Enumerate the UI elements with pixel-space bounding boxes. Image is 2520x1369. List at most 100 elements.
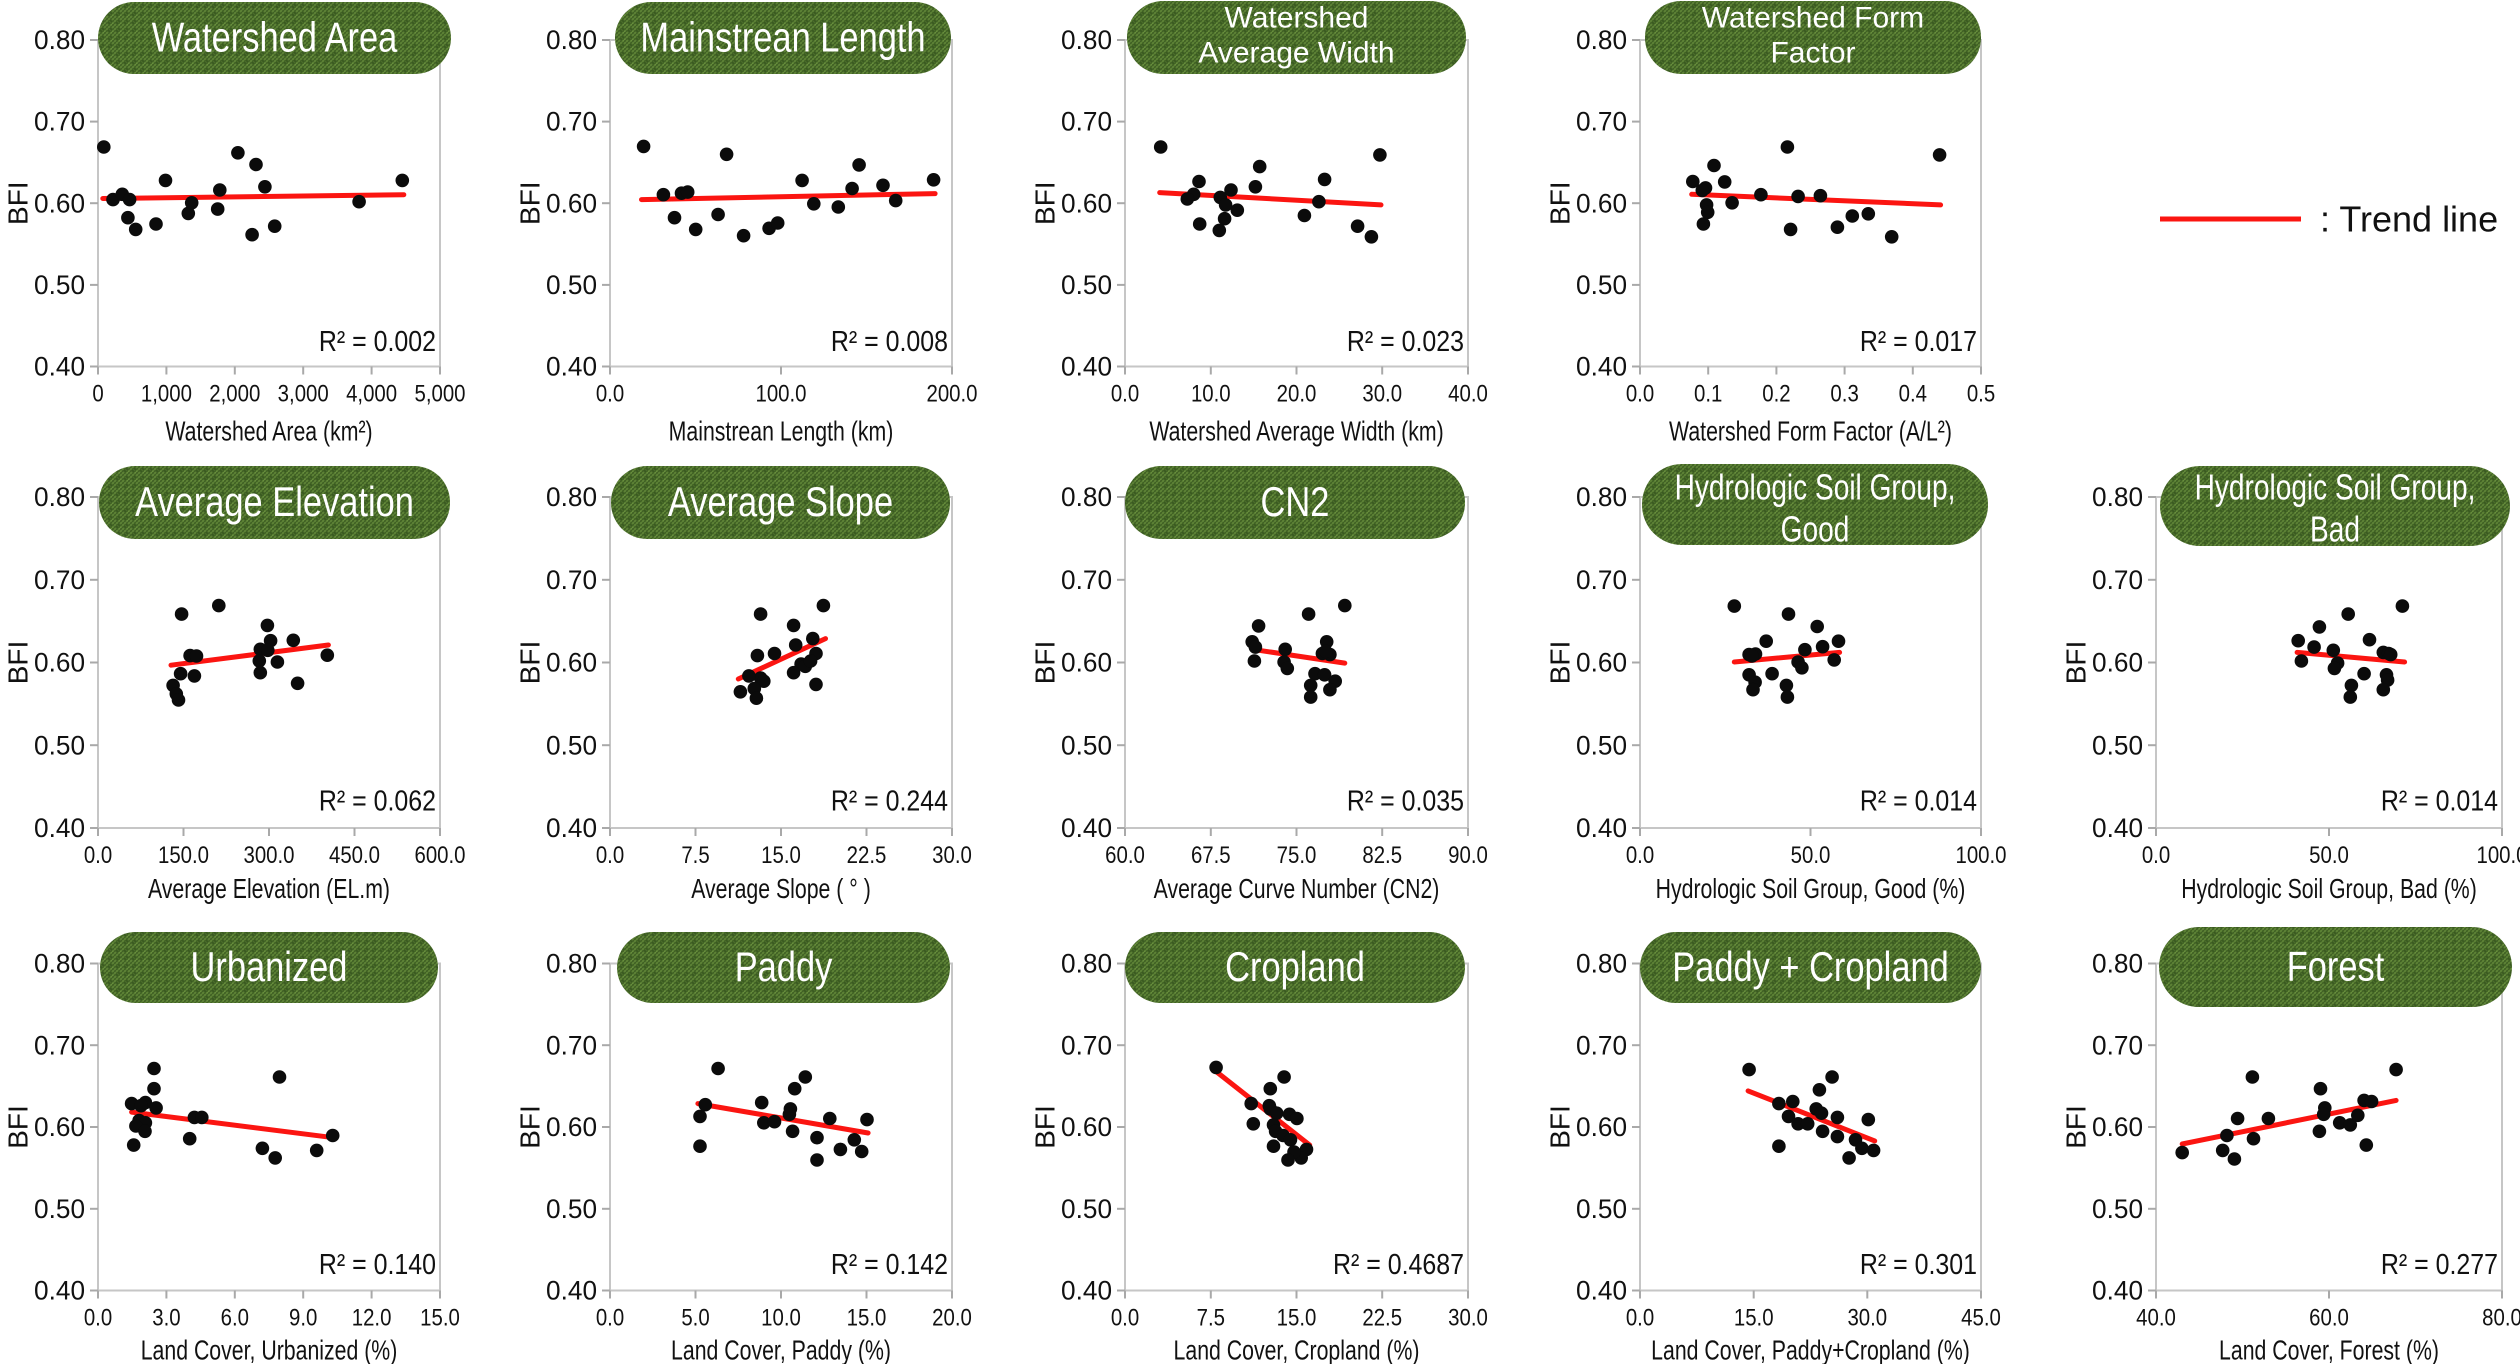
svg-text:BFI: BFI [3, 181, 34, 225]
svg-text:60.0: 60.0 [1105, 842, 1145, 869]
svg-text:90.0: 90.0 [1448, 842, 1488, 869]
svg-text:0.70: 0.70 [2092, 1030, 2143, 1060]
svg-text:82.5: 82.5 [1362, 842, 1402, 869]
svg-text:0.50: 0.50 [1061, 1194, 1112, 1224]
svg-text:Watershed Form Factor (A/L²): Watershed Form Factor (A/L²) [1669, 416, 1952, 448]
svg-text:BFI: BFI [2061, 641, 2092, 685]
svg-text:0.40: 0.40 [2092, 813, 2143, 843]
svg-text:60.0: 60.0 [2309, 1304, 2349, 1331]
svg-text:Paddy: Paddy [735, 944, 833, 991]
svg-text:30.0: 30.0 [1448, 1304, 1488, 1331]
svg-text:BFI: BFI [3, 641, 34, 685]
svg-text:BFI: BFI [515, 1105, 546, 1149]
svg-text:0.80: 0.80 [1061, 25, 1112, 55]
svg-text:0.80: 0.80 [34, 948, 85, 978]
svg-text:0.50: 0.50 [34, 730, 85, 760]
svg-text:0.60: 0.60 [546, 188, 597, 218]
svg-text:0.70: 0.70 [34, 106, 85, 136]
svg-text:80.0: 80.0 [2482, 1304, 2520, 1331]
svg-text:0.50: 0.50 [1061, 270, 1112, 300]
svg-text:0.4: 0.4 [1899, 380, 1927, 407]
svg-text:0.3: 0.3 [1830, 380, 1858, 407]
svg-text:R² = 0.142: R² = 0.142 [831, 1248, 948, 1280]
svg-text:BFI: BFI [1545, 1105, 1576, 1149]
svg-text:0.60: 0.60 [2092, 647, 2143, 677]
svg-text:0.70: 0.70 [34, 565, 85, 595]
svg-text:0.50: 0.50 [34, 270, 85, 300]
svg-text:0.70: 0.70 [1061, 1030, 1112, 1060]
svg-text:0: 0 [92, 380, 103, 407]
svg-text:BFI: BFI [515, 641, 546, 685]
svg-text:BFI: BFI [2061, 1105, 2092, 1149]
svg-text:BFI: BFI [1030, 181, 1061, 225]
svg-text:0.80: 0.80 [34, 482, 85, 512]
svg-text:Average Elevation (EL.m): Average Elevation (EL.m) [148, 873, 390, 905]
svg-text:Average Curve Number (CN2): Average Curve Number (CN2) [1154, 873, 1440, 905]
svg-text:0.40: 0.40 [1061, 351, 1112, 381]
svg-text:0.50: 0.50 [546, 730, 597, 760]
svg-text:0.0: 0.0 [1626, 1304, 1654, 1331]
svg-text:R² = 0.002: R² = 0.002 [319, 325, 436, 357]
svg-text:BFI: BFI [1545, 181, 1576, 225]
svg-text:9.0: 9.0 [289, 1304, 317, 1331]
svg-text:0.80: 0.80 [1576, 482, 1627, 512]
svg-text:0.80: 0.80 [2092, 948, 2143, 978]
svg-text:15.0: 15.0 [1734, 1304, 1774, 1331]
svg-text:0.60: 0.60 [2092, 1112, 2143, 1142]
svg-text:0.60: 0.60 [1061, 1112, 1112, 1142]
svg-text:R² = 0.014: R² = 0.014 [2381, 785, 2498, 817]
svg-text:22.5: 22.5 [1362, 1304, 1402, 1331]
svg-text:0.60: 0.60 [34, 1112, 85, 1142]
svg-text:R² = 0.4687: R² = 0.4687 [1333, 1248, 1464, 1280]
svg-text:Watershed Area: Watershed Area [152, 14, 398, 61]
svg-text:0.40: 0.40 [1576, 351, 1627, 381]
svg-text:Cropland: Cropland [1225, 944, 1365, 991]
svg-text:0.40: 0.40 [1576, 1275, 1627, 1305]
svg-text:150.0: 150.0 [158, 842, 209, 869]
svg-text:0.40: 0.40 [34, 1275, 85, 1305]
svg-text:0.0: 0.0 [1111, 1304, 1139, 1331]
svg-text:0.40: 0.40 [1061, 1275, 1112, 1305]
svg-text:Urbanized: Urbanized [191, 944, 348, 991]
svg-text:0.70: 0.70 [1576, 106, 1627, 136]
svg-text:0.50: 0.50 [1576, 1194, 1627, 1224]
svg-text:R² = 0.035: R² = 0.035 [1347, 785, 1464, 817]
svg-text:0.40: 0.40 [546, 813, 597, 843]
svg-text:Good: Good [1781, 509, 1850, 549]
svg-text:0.40: 0.40 [34, 813, 85, 843]
svg-text:0.50: 0.50 [1576, 270, 1627, 300]
svg-text:0.80: 0.80 [1061, 482, 1112, 512]
svg-text:0.40: 0.40 [2092, 1275, 2143, 1305]
svg-text:0.0: 0.0 [84, 1304, 112, 1331]
svg-text:0.50: 0.50 [34, 1194, 85, 1224]
svg-text:450.0: 450.0 [329, 842, 380, 869]
svg-text:Hydrologic Soil Group, Bad (%): Hydrologic Soil Group, Bad (%) [2181, 873, 2477, 905]
svg-text:0.80: 0.80 [1061, 948, 1112, 978]
svg-text:10.0: 10.0 [761, 1304, 801, 1331]
svg-text:0.80: 0.80 [1576, 25, 1627, 55]
svg-text:Average Width: Average Width [1198, 37, 1394, 70]
svg-text:Average Slope: Average Slope [668, 479, 893, 526]
svg-text:Mainstrean Length: Mainstrean Length [640, 14, 925, 61]
svg-text:Paddy + Cropland: Paddy + Cropland [1672, 944, 1949, 991]
svg-text:15.0: 15.0 [761, 842, 801, 869]
svg-text:Hydrologic Soil Group,: Hydrologic Soil Group, [1675, 467, 1956, 507]
svg-text:R² = 0.244: R² = 0.244 [831, 785, 948, 817]
svg-text:50.0: 50.0 [2309, 842, 2349, 869]
svg-text:300.0: 300.0 [243, 842, 294, 869]
svg-text:0.50: 0.50 [1061, 730, 1112, 760]
svg-text:0.60: 0.60 [546, 1112, 597, 1142]
svg-text:R² = 0.008: R² = 0.008 [831, 325, 948, 357]
svg-text:67.5: 67.5 [1191, 842, 1231, 869]
svg-text:Mainstrean Length (km): Mainstrean Length (km) [669, 416, 894, 448]
svg-text:200.0: 200.0 [926, 380, 977, 407]
svg-text:0.60: 0.60 [1061, 647, 1112, 677]
svg-text:0.40: 0.40 [546, 1275, 597, 1305]
svg-text:0.50: 0.50 [2092, 730, 2143, 760]
svg-text:5.0: 5.0 [681, 1304, 709, 1331]
svg-text:12.0: 12.0 [352, 1304, 392, 1331]
svg-text:30.0: 30.0 [932, 842, 972, 869]
svg-text:R² = 0.014: R² = 0.014 [1860, 785, 1977, 817]
svg-text:R² = 0.301: R² = 0.301 [1860, 1248, 1977, 1280]
svg-text:0.70: 0.70 [546, 565, 597, 595]
